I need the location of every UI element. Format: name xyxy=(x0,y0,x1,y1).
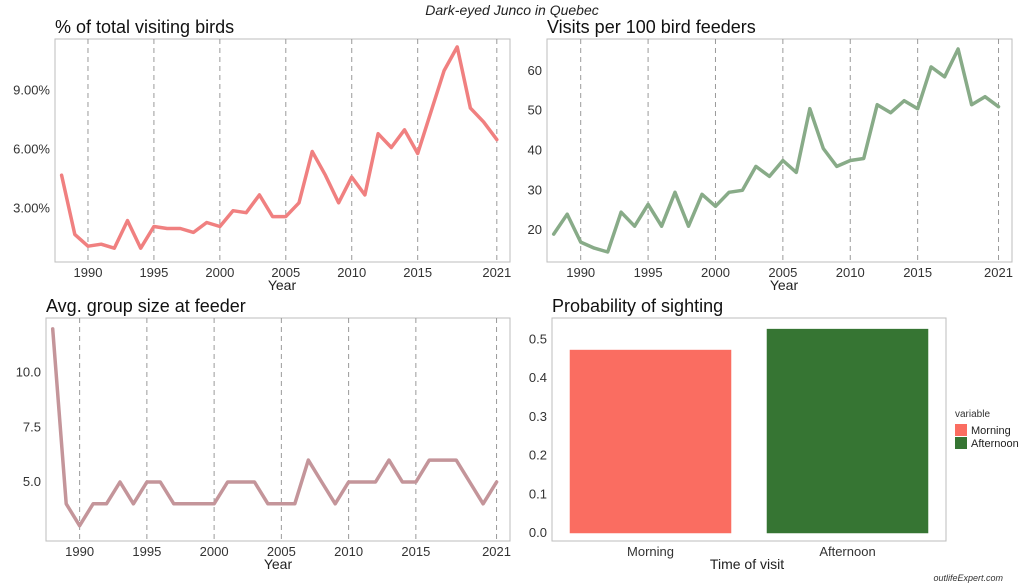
x-tick-label: 2000 xyxy=(701,265,730,280)
x-tick-label: 2010 xyxy=(836,265,865,280)
y-tick-label: 7.5 xyxy=(23,419,41,434)
y-tick-label: 0.1 xyxy=(529,486,547,501)
x-axis-title: Year xyxy=(264,556,293,572)
watermark: outlifeExpert.com xyxy=(933,573,1003,583)
y-tick-label: 0.2 xyxy=(529,448,547,463)
x-tick-label: Morning xyxy=(627,544,674,559)
panel-percent-visiting: % of total visiting birds 1990 1995 2000 20… xyxy=(13,17,511,293)
x-tick-label: Afternoon xyxy=(819,544,875,559)
x-tick-label: 2015 xyxy=(903,265,932,280)
series-line xyxy=(59,45,499,250)
x-axis-title: Year xyxy=(268,277,297,293)
y-tick-label: 40 xyxy=(528,143,542,158)
y-tick-label: 30 xyxy=(528,182,542,197)
panel-group-size: Avg. group size at feeder 1990 1995 2000 20… xyxy=(16,296,511,572)
x-tick-label: 2010 xyxy=(334,544,363,559)
plot-frame xyxy=(45,317,511,542)
y-tick-label: 60 xyxy=(528,63,542,78)
x-tick-label: 1995 xyxy=(132,544,161,559)
figure-title: Dark-eyed Junco in Quebec xyxy=(425,2,599,18)
y-tick-label: 9.00% xyxy=(13,82,50,97)
legend-title: variable xyxy=(955,409,990,420)
y-tick-label: 3.00% xyxy=(13,201,50,216)
x-axis-title: Year xyxy=(770,277,799,293)
legend-swatch-afternoon xyxy=(955,437,967,449)
x-tick-label: 2005 xyxy=(271,265,300,280)
x-tick-label: 2000 xyxy=(205,265,234,280)
x-tick-label: 1995 xyxy=(634,265,663,280)
y-tick-label: 0.4 xyxy=(529,370,547,385)
y-tick-label: 0.3 xyxy=(529,409,547,424)
x-tick-label: 1990 xyxy=(65,544,94,559)
x-tick-label: 2010 xyxy=(337,265,366,280)
x-tick-label: 2021 xyxy=(984,265,1013,280)
series-line xyxy=(551,47,1001,254)
x-tick-label: 1990 xyxy=(74,265,103,280)
panel-title: Visits per 100 bird feeders xyxy=(547,17,756,37)
panel-title: % of total visiting birds xyxy=(55,17,234,37)
series-line xyxy=(50,327,499,528)
y-tick-label: 20 xyxy=(528,222,542,237)
x-tick-label: 2005 xyxy=(267,544,296,559)
y-tick-label: 0.0 xyxy=(529,525,547,540)
legend-label-afternoon: Afternoon xyxy=(971,438,1019,450)
y-tick-label: 5.0 xyxy=(23,474,41,489)
bar-afternoon xyxy=(766,328,929,534)
x-tick-label: 2015 xyxy=(403,265,432,280)
plot-frame xyxy=(546,38,1013,263)
x-tick-label: 2000 xyxy=(200,544,229,559)
x-tick-label: 2021 xyxy=(482,265,511,280)
x-tick-label: 1990 xyxy=(566,265,595,280)
bar-morning xyxy=(569,349,732,534)
y-tick-label: 10.0 xyxy=(16,365,41,380)
plot-frame xyxy=(54,38,511,263)
x-tick-label: 1995 xyxy=(139,265,168,280)
x-tick-label: 2015 xyxy=(401,544,430,559)
x-tick-label: 2005 xyxy=(768,265,797,280)
legend: variable Morning Afternoon xyxy=(955,409,1019,450)
y-tick-label: 6.00% xyxy=(13,142,50,157)
y-tick-label: 0.5 xyxy=(529,331,547,346)
panel-probability-sighting: Probability of sighting Morning Afternoon… xyxy=(529,296,947,572)
panel-visits-per-feeder: Visits per 100 bird feeders 1990 1995 2000… xyxy=(528,17,1013,293)
plot-frame xyxy=(551,317,947,542)
x-tick-label: 2021 xyxy=(482,544,511,559)
y-tick-label: 50 xyxy=(528,103,542,118)
panel-title: Avg. group size at feeder xyxy=(46,296,246,316)
legend-swatch-morning xyxy=(955,424,967,436)
panel-title: Probability of sighting xyxy=(552,296,723,316)
legend-label-morning: Morning xyxy=(971,425,1011,437)
x-axis-title: Time of visit xyxy=(710,556,784,572)
